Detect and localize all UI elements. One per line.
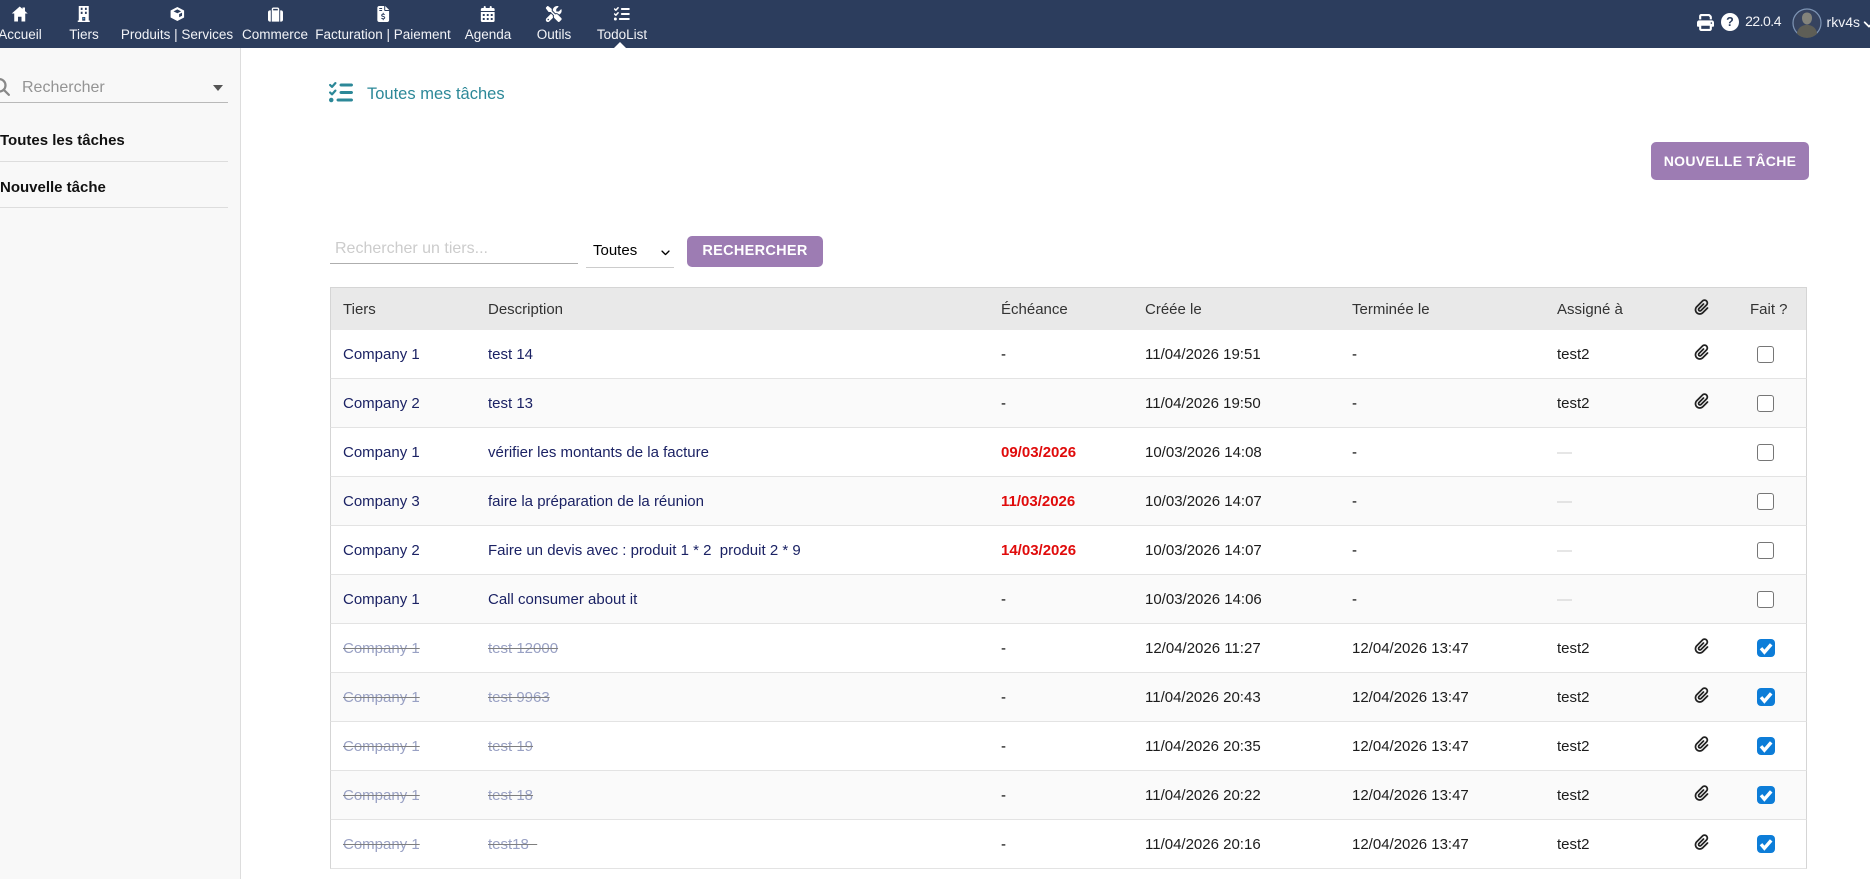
svg-text:?: ? — [1726, 15, 1734, 29]
